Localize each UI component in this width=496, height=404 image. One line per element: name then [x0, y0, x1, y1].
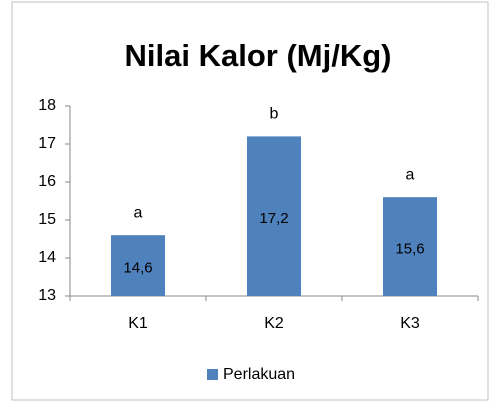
value-label: 17,2 [259, 210, 288, 227]
x-tick-label: K1 [128, 315, 148, 332]
legend-label: Perlakuan [223, 366, 295, 383]
legend-swatch [207, 369, 218, 380]
annotation: a [134, 204, 143, 221]
annotation: b [270, 106, 279, 123]
chart-title: Nilai Kalor (Mj/Kg) [125, 38, 392, 73]
value-label: 15,6 [395, 241, 424, 258]
x-tick-label: K2 [264, 315, 284, 332]
value-label: 14,6 [123, 260, 152, 277]
bar [247, 136, 301, 296]
y-tick-label: 13 [38, 287, 56, 304]
y-tick-label: 14 [38, 249, 56, 266]
bar [111, 235, 165, 296]
bar [383, 197, 437, 296]
x-tick-label: K3 [400, 315, 420, 332]
annotation: a [406, 166, 415, 183]
y-tick-label: 15 [38, 211, 56, 228]
y-tick-label: 17 [38, 135, 56, 152]
y-tick-label: 16 [38, 173, 56, 190]
y-tick-label: 18 [38, 97, 56, 114]
